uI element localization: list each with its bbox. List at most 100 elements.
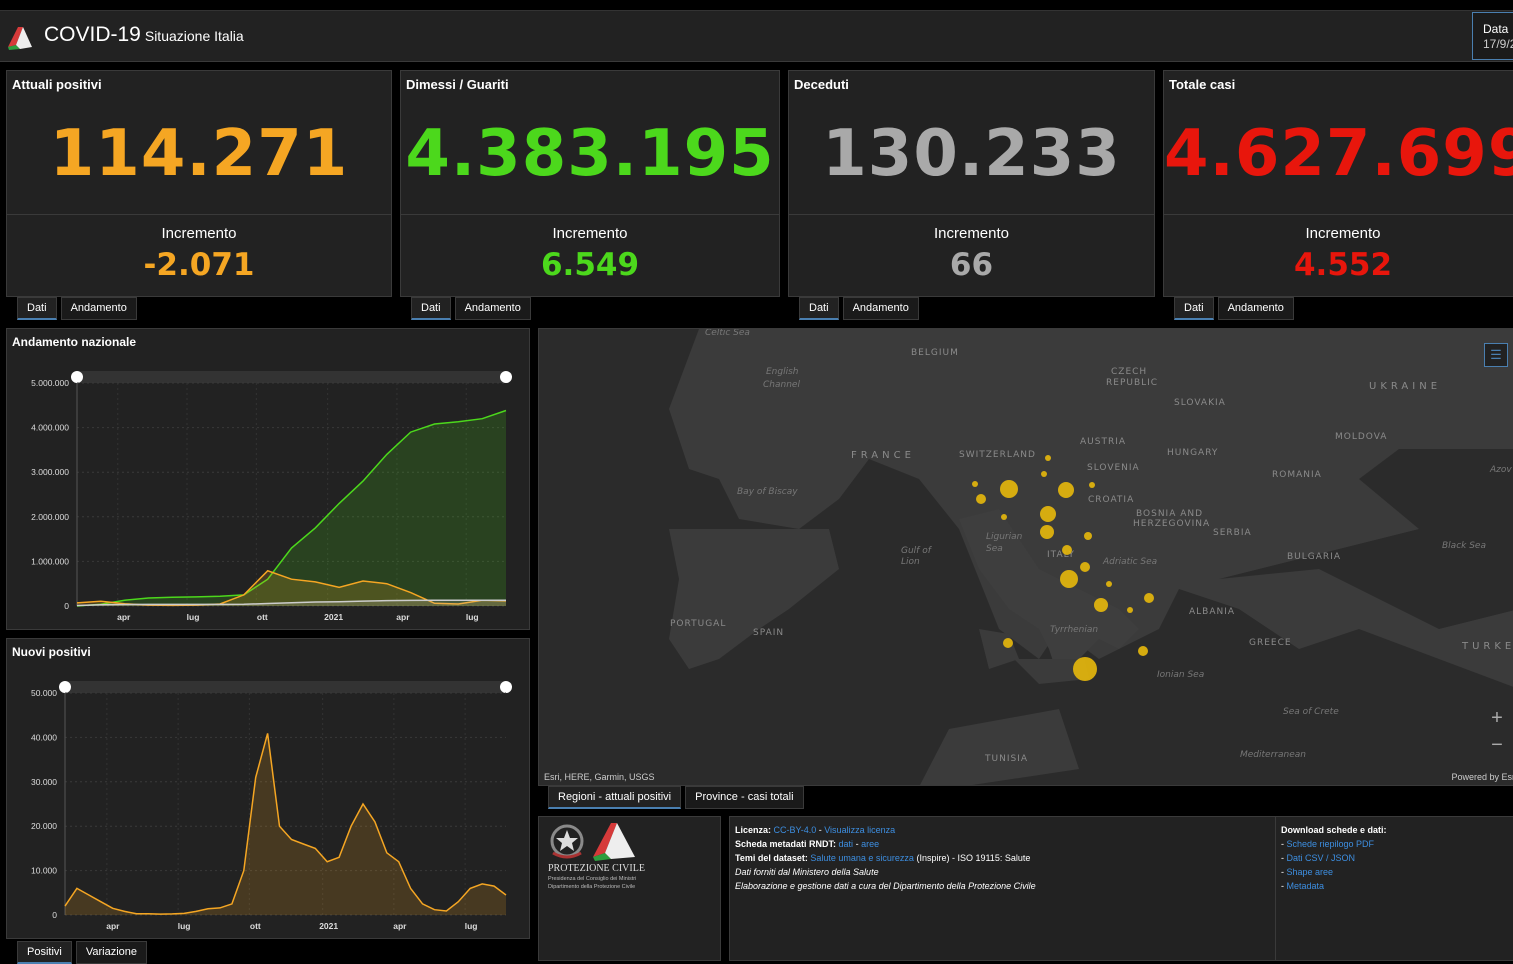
view-license-link[interactable]: Visualizza licenza bbox=[824, 825, 896, 835]
map-label-portugal: PORTUGAL bbox=[670, 619, 726, 629]
tab-variazione[interactable]: Variazione bbox=[75, 941, 148, 964]
region-bubble[interactable] bbox=[1040, 525, 1054, 539]
region-bubble[interactable] bbox=[1138, 646, 1148, 656]
zoom-in-button[interactable]: + bbox=[1491, 707, 1503, 729]
powered-by[interactable]: Powered by Esri bbox=[1451, 772, 1513, 782]
map-label-herzegovina: HERZEGOVINA bbox=[1133, 519, 1210, 529]
region-bubble[interactable] bbox=[976, 494, 986, 504]
increment-label: Incremento bbox=[933, 225, 1010, 242]
legend-list-icon[interactable]: ☰ bbox=[1484, 343, 1508, 367]
y-tick-label: 3.000.000 bbox=[31, 467, 69, 477]
map-label-turkey: TURKE bbox=[1461, 641, 1513, 652]
temi-link[interactable]: Salute umana e sicurezza bbox=[810, 853, 914, 863]
region-bubble[interactable] bbox=[1089, 482, 1095, 488]
series-area bbox=[77, 410, 506, 606]
map-view[interactable]: BELGIUM CZECH REPUBLIC UKRAINE SLOVAKIA MOLDO… bbox=[538, 328, 1513, 786]
y-tick-label: 20.000 bbox=[31, 821, 57, 831]
region-bubble[interactable] bbox=[1001, 514, 1007, 520]
rndt-dati-link[interactable]: dati bbox=[838, 839, 854, 849]
region-bubble[interactable] bbox=[1073, 657, 1097, 681]
divider bbox=[401, 214, 779, 215]
logo-text: PROTEZIONE CIVILE bbox=[548, 863, 645, 874]
divider bbox=[1164, 214, 1513, 215]
map-label-ukraine: UKRAINE bbox=[1369, 381, 1441, 392]
download-csv-link[interactable]: Dati CSV / JSON bbox=[1286, 853, 1356, 863]
x-tick-label: apr bbox=[117, 612, 131, 622]
region-bubble[interactable] bbox=[1045, 455, 1051, 461]
region-bubble[interactable] bbox=[1127, 607, 1133, 613]
increment-label: Incremento bbox=[1305, 225, 1381, 242]
tab-dati[interactable]: Dati bbox=[17, 297, 57, 320]
range-slider-handle[interactable] bbox=[500, 681, 512, 693]
map-label-english: English bbox=[766, 367, 799, 377]
map-attribution: Esri, HERE, Garmin, USGS bbox=[544, 772, 655, 782]
data-processing: Elaborazione e gestione dati a cura del … bbox=[735, 881, 1036, 891]
stat-card: Deceduti 130.233 Incremento 66 bbox=[788, 70, 1155, 297]
tab-positivi[interactable]: Positivi bbox=[17, 941, 72, 964]
region-bubble[interactable] bbox=[1041, 471, 1047, 477]
increment-label: Incremento bbox=[161, 225, 237, 242]
region-bubble[interactable] bbox=[972, 481, 978, 487]
map-label-bosnia: BOSNIA AND bbox=[1136, 509, 1203, 519]
series-line-dimessi-guariti bbox=[76, 409, 507, 607]
license-link[interactable]: CC-BY-4.0 bbox=[773, 825, 817, 835]
x-tick-label: ott bbox=[257, 612, 268, 622]
rndt-aree-link[interactable]: aree bbox=[861, 839, 880, 849]
map-label-france: FRANCE bbox=[851, 450, 915, 461]
x-tick-label: lug bbox=[178, 921, 191, 931]
nuovi-positivi-panel: Nuovi positivi 0 10.000 20.000 30.000 40.000… bbox=[6, 638, 530, 939]
region-bubble[interactable] bbox=[1000, 480, 1018, 498]
tab-province[interactable]: Province - casi totali bbox=[685, 786, 804, 809]
region-bubble[interactable] bbox=[1080, 562, 1090, 572]
series-line-nuovi-positivi bbox=[64, 733, 507, 915]
region-bubble[interactable] bbox=[1084, 532, 1092, 540]
card-title: Dimessi / Guariti bbox=[406, 77, 509, 92]
y-tick-label: 4.000.000 bbox=[31, 423, 69, 433]
series-area bbox=[65, 733, 506, 915]
x-tick-label: apr bbox=[106, 921, 120, 931]
map-label-hungary: HUNGARY bbox=[1167, 448, 1218, 458]
tab-dati[interactable]: Dati bbox=[411, 297, 451, 320]
download-pdf-link[interactable]: Schede riepilogo PDF bbox=[1286, 839, 1375, 849]
range-slider-handle[interactable] bbox=[71, 371, 83, 383]
tab-andamento[interactable]: Andamento bbox=[454, 297, 531, 320]
tab-andamento[interactable]: Andamento bbox=[60, 297, 137, 320]
tab-andamento[interactable]: Andamento bbox=[842, 297, 919, 320]
map-label-austria: AUSTRIA bbox=[1080, 437, 1126, 447]
card-value: 4.383.195 bbox=[405, 117, 775, 191]
y-tick-label: 50.000 bbox=[31, 688, 57, 698]
download-panel: Download schede e dati: - Schede riepilo… bbox=[1275, 816, 1513, 961]
tab-andamento[interactable]: Andamento bbox=[1217, 297, 1294, 320]
x-tick-label: lug bbox=[465, 921, 478, 931]
map-label-channel: Channel bbox=[763, 380, 800, 390]
region-bubble[interactable] bbox=[1144, 593, 1154, 603]
tab-regioni[interactable]: Regioni - attuali positivi bbox=[548, 786, 682, 809]
protezione-civile-logo bbox=[593, 823, 635, 861]
region-bubble[interactable] bbox=[1062, 545, 1072, 555]
region-bubble[interactable] bbox=[1003, 638, 1013, 648]
divider bbox=[7, 214, 391, 215]
map-label-crete: Sea of Crete bbox=[1283, 707, 1339, 717]
download-metadata-link[interactable]: Metadata bbox=[1286, 881, 1325, 891]
card-value: 114.271 bbox=[49, 117, 349, 191]
map-label-celtic: Celtic Sea bbox=[705, 329, 750, 338]
region-bubble[interactable] bbox=[1106, 581, 1112, 587]
card-title: Totale casi bbox=[1169, 77, 1236, 92]
download-shape-link[interactable]: Shape aree bbox=[1286, 867, 1334, 877]
range-slider-handle[interactable] bbox=[59, 681, 71, 693]
region-bubble[interactable] bbox=[1058, 482, 1074, 498]
map-label-tunisia: TUNISIA bbox=[984, 754, 1028, 764]
series-line-deceduti bbox=[76, 599, 506, 607]
increment-label: Incremento bbox=[552, 225, 628, 242]
x-tick-label: apr bbox=[393, 921, 407, 931]
range-slider-handle[interactable] bbox=[500, 371, 512, 383]
region-bubble[interactable] bbox=[1040, 506, 1056, 522]
tab-dati[interactable]: Dati bbox=[1174, 297, 1214, 320]
logo-panel: PROTEZIONE CIVILE Presidenza del Consigl… bbox=[538, 816, 721, 961]
tab-dati[interactable]: Dati bbox=[799, 297, 839, 320]
zoom-out-button[interactable]: − bbox=[1491, 734, 1503, 756]
region-bubble[interactable] bbox=[1060, 570, 1078, 588]
region-bubble[interactable] bbox=[1094, 598, 1108, 612]
